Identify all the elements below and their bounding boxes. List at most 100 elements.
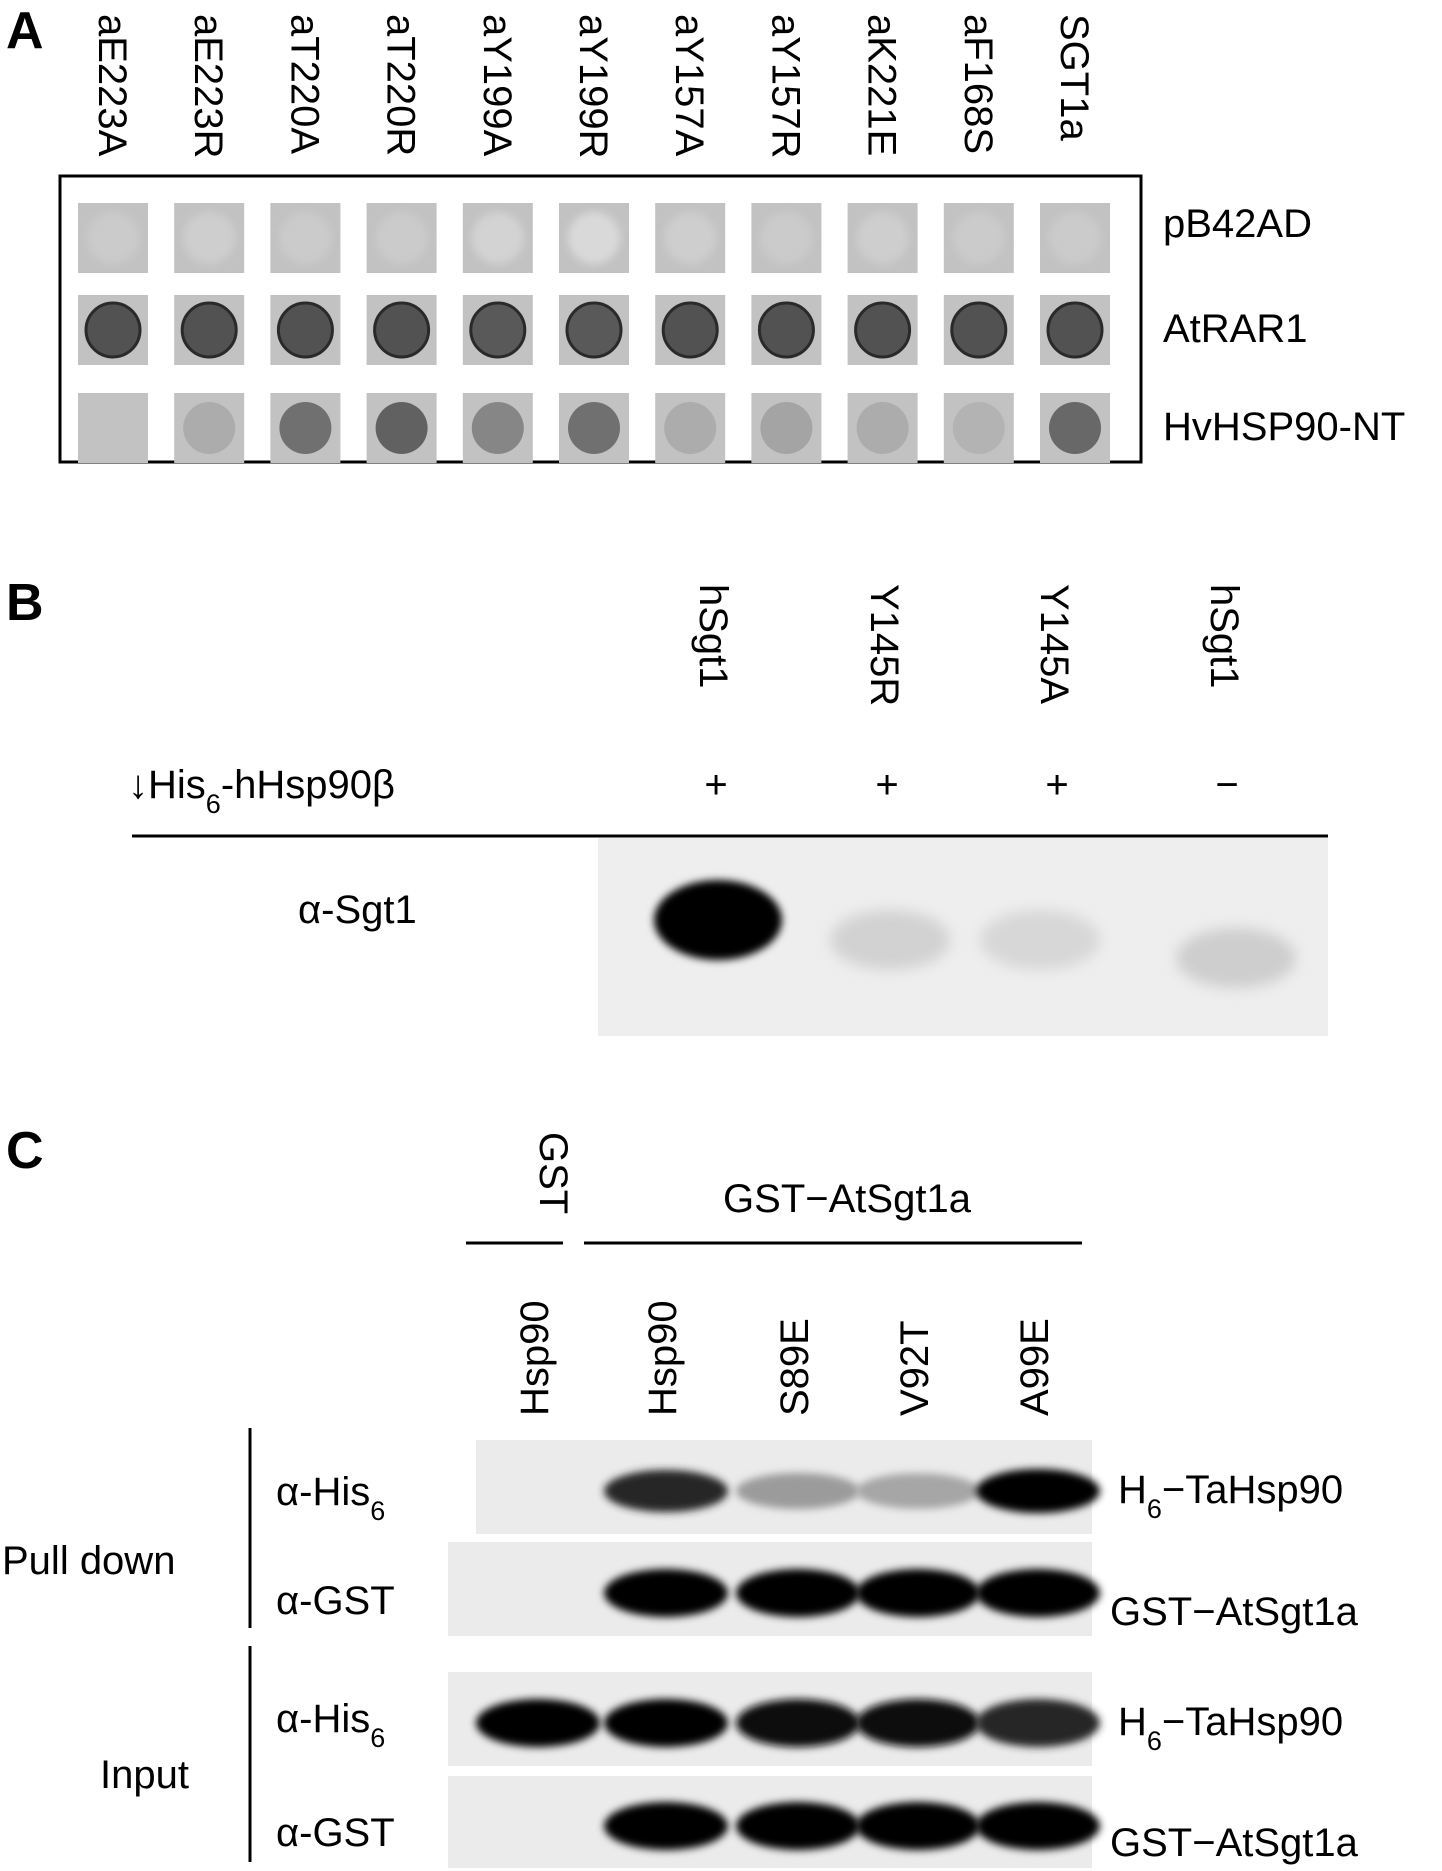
pulldown-bait-label: ↓His6-hHsp90β [128,763,395,819]
spot-colony [760,212,813,264]
section-label-input: Input [100,1753,189,1797]
lane-sign: − [1215,763,1238,807]
column-label: aY199R [571,14,615,159]
blot-band [980,910,1100,970]
lane-sign: + [1045,763,1068,807]
yeast-spot [78,393,148,463]
yeast-spot [751,203,822,273]
yeast-spot [174,203,245,273]
western-blot: α-His6 H6−TaHsp90 [276,1672,1343,1766]
spot-colony [856,402,909,454]
spot-colony [565,301,623,359]
yeast-spot [270,393,341,463]
spot-colony [279,402,332,454]
yeast-spot [1040,203,1110,273]
yeast-spot [1040,295,1110,365]
yeast-spot [943,393,1014,463]
row-label-pb42ad: pB42AD [1163,202,1312,246]
blot-band [856,1802,980,1850]
column-label: SGT1a [1052,14,1096,141]
spot-colony [471,212,524,264]
yeast-spot [559,295,629,365]
yeast-spot [751,393,822,463]
lane-label: A99E [1013,1318,1057,1416]
protein-label: GST−AtSgt1a [1110,1821,1359,1865]
panel-a-spot-grid [78,203,1110,463]
protein-label: H6−TaHsp90 [1118,1700,1343,1756]
spot-colony [471,402,524,454]
spot-colony [87,402,139,454]
yeast-spot [943,203,1014,273]
yeast-spot [655,295,726,365]
blot-band [1176,928,1296,988]
lane-label: S89E [773,1318,817,1416]
protein-label: H6−TaHsp90 [1118,1468,1343,1524]
yeast-spot [1040,393,1110,463]
blot-band [604,1802,728,1850]
column-label: aY157R [763,14,807,159]
blot-band [476,1699,600,1747]
spot-colony [469,301,527,359]
yeast-spot [174,295,245,365]
spot-colony [87,212,139,264]
yeast-spot [751,295,822,365]
yeast-spot [655,393,726,463]
row-label-atrar1: AtRAR1 [1163,307,1308,351]
panel-b-letter: B [6,574,44,632]
spot-colony [568,212,620,264]
spot-colony [180,301,238,359]
panel-c-letter: C [6,1122,44,1180]
blot-band [976,1802,1100,1850]
yeast-spot [366,393,437,463]
lane-sign: + [704,763,727,807]
blot-band [736,1569,860,1617]
lane-label: Hsp90 [641,1300,685,1416]
antibody-label: α-GST [276,1811,395,1855]
bait-label-rest: -hHsp90β [221,763,395,807]
lane-label: Hsp90 [513,1300,557,1416]
lane-label: Y145A [1032,584,1076,704]
panel-c-lane-labels: Hsp90 Hsp90 S89E V92T A99E [513,1300,1057,1416]
yeast-spot [366,295,437,365]
lane-label: hSgt1 [1202,584,1246,689]
lane-sign: + [875,763,898,807]
lane-label: hSgt1 [691,584,735,689]
blot-band [856,1473,980,1509]
spot-colony [279,212,332,264]
spot-colony [1049,402,1101,454]
lane-label: V92T [893,1320,937,1416]
column-label: aT220A [282,14,326,154]
yeast-spot [559,203,629,273]
blot-band [976,1699,1100,1747]
panel-c-blots: α-His6 H6−TaHsp90 α-GST GST−AtSgt1a α-His6 H6… [276,1440,1359,1868]
yeast-spot [78,295,148,365]
yeast-spot [78,203,148,273]
yeast-spot [559,393,629,463]
blot-band [830,910,950,970]
yeast-spot [462,295,533,365]
antibody-label: α-GST [276,1579,395,1623]
yeast-spot [270,295,341,365]
spot-colony [276,301,334,359]
spot-colony [856,212,909,264]
western-blot: α-GST GST−AtSgt1a [276,1542,1359,1636]
column-label: aK221E [860,14,904,156]
yeast-spot [174,393,245,463]
lane-label: Y145R [862,584,906,706]
blot-band [976,1469,1100,1513]
panel-b-lane-labels: hSgt1 Y145R Y145A hSgt1 [691,584,1246,706]
yeast-spot [462,203,533,273]
blot-band [736,1802,860,1850]
panel-b-signs: + + + − [704,763,1238,807]
yeast-spot [847,203,918,273]
protein-label: GST−AtSgt1a [1110,1590,1359,1634]
spot-colony [84,301,142,359]
blot-label-sgt1: α-Sgt1 [298,888,417,932]
spot-colony [375,402,428,454]
blot-band [736,1472,860,1510]
yeast-spot [366,203,437,273]
blot-band [736,1699,860,1747]
panel-a-letter: A [6,2,44,60]
